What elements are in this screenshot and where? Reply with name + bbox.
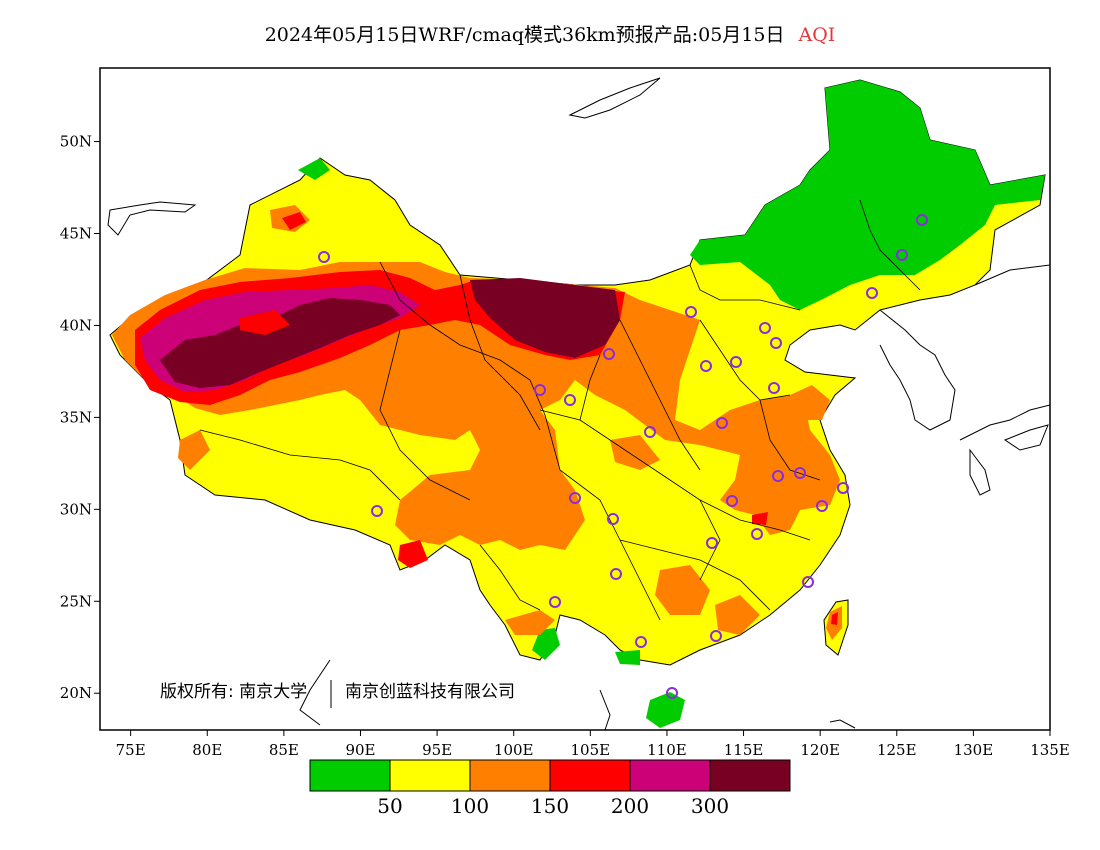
lon-tick-label: 115E: [724, 741, 764, 759]
station-marker: [607, 513, 619, 525]
station-marker: [549, 596, 561, 608]
lon-tick-label: 105E: [571, 741, 611, 759]
colorbar-swatch: [709, 759, 791, 792]
station-marker: [751, 528, 763, 540]
colorbar-label: 150: [531, 794, 569, 818]
station-marker: [716, 417, 728, 429]
station-marker: [371, 505, 383, 517]
aqi-zone-hazardous-inner-mongolia: [470, 278, 620, 358]
aqi-zone-moderate-east3: [715, 595, 760, 635]
station-marker: [644, 426, 656, 438]
aqi-zone-unhealthy-central: [752, 512, 768, 525]
station-marker: [768, 382, 780, 394]
aqi-zone-unhealthy-tibet: [398, 540, 428, 568]
lon-tick-label: 120E: [800, 741, 840, 759]
aqi-zone-red-center-xinjiang: [240, 310, 290, 335]
lat-tick-label: 20N: [60, 684, 92, 702]
lon-tick-label: 80E: [192, 741, 222, 759]
lon-tick-label: 125E: [877, 741, 917, 759]
colorbar-swatch: [469, 759, 551, 792]
lat-tick-label: 40N: [60, 316, 92, 334]
lat-tick-label: 30N: [60, 500, 92, 518]
aqi-zone-moderate-east1: [790, 385, 830, 420]
latitude-axis: 20N 25N 30N 35N 40N 45N 50N: [60, 133, 100, 702]
lon-tick-label: 85E: [269, 741, 299, 759]
lon-tick-label: 90E: [345, 741, 375, 759]
lat-tick-label: 50N: [60, 133, 92, 151]
aqi-zone-taiwan-red: [831, 612, 838, 625]
station-marker: [730, 356, 742, 368]
station-marker: [700, 360, 712, 372]
aqi-zone-good-northwest: [298, 158, 330, 180]
station-marker: [770, 337, 782, 349]
station-marker: [802, 576, 814, 588]
colorbar-swatch: [549, 759, 631, 792]
aqi-zone-red-northwest: [282, 212, 306, 230]
lat-tick-label: 45N: [60, 225, 92, 243]
aqi-zone-moderate-east2: [655, 565, 710, 615]
aqi-colorbar: 50 100 150 200 300: [309, 759, 791, 818]
title-variable: AQI: [798, 24, 836, 46]
neighbor-coastlines: [107, 77, 1050, 730]
station-marker: [896, 249, 908, 261]
lat-tick-label: 35N: [60, 408, 92, 426]
station-marker: [837, 482, 849, 494]
aqi-zone-hazardous-xinjiang: [160, 298, 400, 388]
aqi-zone-good-hainan: [646, 692, 685, 728]
aqi-zone-good-yunnan: [532, 628, 560, 660]
station-markers: [318, 214, 928, 699]
station-marker: [603, 348, 615, 360]
lon-tick-label: 95E: [422, 741, 452, 759]
colorbar-label: 200: [611, 794, 649, 818]
lon-tick-label: 135E: [1030, 741, 1070, 759]
station-marker: [916, 214, 928, 226]
station-marker: [816, 500, 828, 512]
station-marker: [866, 287, 878, 299]
station-marker: [564, 394, 576, 406]
station-marker: [726, 495, 738, 507]
copyright-text: 版权所有: 南京大学: [160, 682, 307, 702]
lon-tick-label: 100E: [494, 741, 534, 759]
aqi-zone-good-northeast: [690, 80, 1045, 310]
colorbar-swatch: [629, 759, 711, 792]
station-marker: [706, 537, 718, 549]
lon-tick-label: 75E: [116, 741, 146, 759]
station-marker: [610, 568, 622, 580]
aqi-zone-moderate-east4: [178, 430, 210, 470]
colorbar-label: 300: [691, 794, 729, 818]
colorbar-label: 100: [451, 794, 489, 818]
map-area: [107, 77, 1050, 730]
title-main: 2024年05月15日WRF/cmaq模式36km预报产品:05月15日: [264, 24, 785, 46]
station-marker: [794, 467, 806, 479]
colorbar-swatch: [309, 759, 391, 792]
station-marker: [685, 306, 697, 318]
longitude-axis: 75E 80E 85E 90E 95E 100E 105E 110E 115E 120E 125E 1…: [116, 730, 1070, 759]
station-marker: [534, 384, 546, 396]
lon-tick-label: 130E: [954, 741, 994, 759]
station-marker: [569, 492, 581, 504]
colorbar-label: 50: [377, 794, 402, 818]
station-marker: [772, 470, 784, 482]
station-marker: [635, 636, 647, 648]
colorbar-swatch: [389, 759, 471, 792]
station-marker: [759, 322, 771, 334]
aqi-zone-moderate-south: [505, 610, 555, 635]
map-frame: [99, 67, 1051, 731]
station-marker: [318, 251, 330, 263]
copyright-org: 南京创蓝科技有限公司: [345, 682, 515, 702]
lat-tick-label: 25N: [60, 592, 92, 610]
map-title: 2024年05月15日WRF/cmaq模式36km预报产品:05月15日 AQI: [0, 20, 1100, 47]
station-marker: [710, 630, 722, 642]
province-boundaries: [199, 199, 921, 621]
aqi-zone-good-south: [615, 650, 640, 665]
aqi-zone-moderate-central: [610, 435, 660, 470]
station-marker: [666, 687, 678, 699]
lon-tick-label: 110E: [647, 741, 687, 759]
